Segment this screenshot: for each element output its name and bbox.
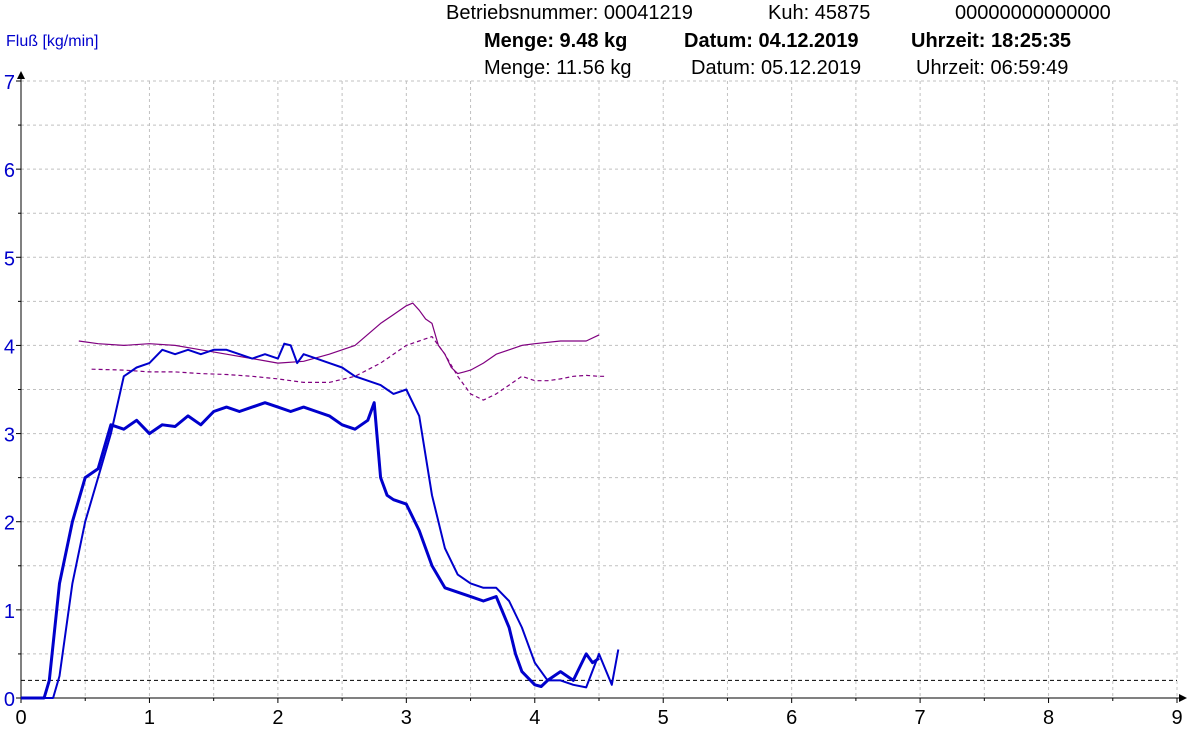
y-tick-label: 0: [4, 689, 15, 711]
x-tick-label: 4: [529, 707, 540, 729]
x-tick-label: 5: [658, 707, 669, 729]
x-tick-label: 3: [401, 707, 412, 729]
x-tick-label: 7: [915, 707, 926, 729]
y-tick-label: 7: [4, 72, 15, 94]
x-tick-label: 2: [272, 707, 283, 729]
y-tick-label: 6: [4, 160, 15, 182]
flow-line-second: [21, 344, 618, 698]
y-tick-label: 1: [4, 601, 15, 623]
x-tick-label: 0: [15, 707, 26, 729]
y-tick-label: 4: [4, 336, 15, 358]
x-tick-label: 6: [786, 707, 797, 729]
x-tick-label: 8: [1043, 707, 1054, 729]
reference-line-solid: [79, 303, 599, 374]
x-tick-label: 1: [144, 707, 155, 729]
y-tick-label: 5: [4, 248, 15, 270]
y-axis-arrow: [17, 71, 25, 79]
x-axis-arrow: [1179, 694, 1187, 702]
y-tick-label: 3: [4, 425, 15, 447]
reference-line-dashed: [92, 337, 606, 401]
y-tick-label: 2: [4, 513, 15, 535]
x-tick-label: 9: [1171, 707, 1182, 729]
